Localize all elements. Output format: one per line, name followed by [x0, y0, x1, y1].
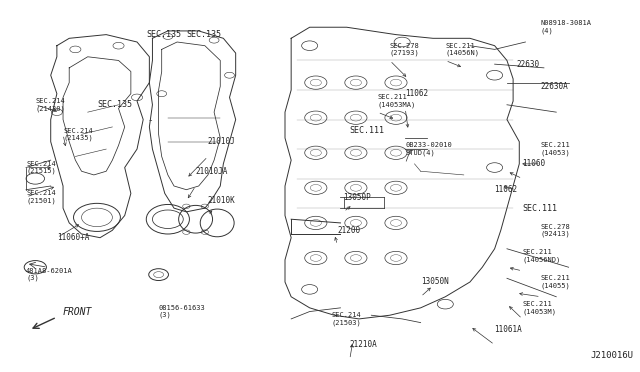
Text: SEC.111: SEC.111: [349, 126, 385, 135]
Text: 22630A: 22630A: [541, 82, 568, 91]
Text: SEC.211
(14053MA): SEC.211 (14053MA): [378, 94, 416, 108]
Text: FRONT: FRONT: [63, 307, 92, 317]
Text: 11062: 11062: [495, 185, 518, 194]
Text: SEC.214
(21503): SEC.214 (21503): [332, 312, 361, 326]
Text: SEC.211
(14053): SEC.211 (14053): [541, 142, 571, 156]
Text: 11060: 11060: [522, 159, 545, 169]
Text: SEC.278
(92413): SEC.278 (92413): [541, 224, 571, 237]
Text: 13050P: 13050P: [344, 193, 371, 202]
Text: 08156-61633
(3): 08156-61633 (3): [159, 305, 205, 318]
Text: 11061A: 11061A: [495, 326, 522, 334]
Text: 11062: 11062: [405, 89, 428, 98]
Text: SEC.211
(14055): SEC.211 (14055): [541, 275, 571, 289]
Text: 13050N: 13050N: [420, 278, 449, 286]
Text: 11060+A: 11060+A: [57, 233, 89, 242]
Text: SEC.135: SEC.135: [97, 100, 132, 109]
Text: 21010K: 21010K: [208, 196, 236, 205]
Text: 22630: 22630: [516, 60, 540, 69]
Text: J210016U: J210016U: [590, 351, 633, 360]
Text: 21010JA: 21010JA: [196, 167, 228, 176]
Text: SEC.211
(14056N): SEC.211 (14056N): [445, 43, 479, 56]
Text: SEC.214
(21501): SEC.214 (21501): [26, 190, 56, 204]
Text: SEC.211
(14056ND): SEC.211 (14056ND): [522, 249, 561, 263]
Text: SEC.214
(21515): SEC.214 (21515): [26, 161, 56, 174]
Text: SEC.214
(21430): SEC.214 (21430): [35, 98, 65, 112]
Text: SEC.211
(14053M): SEC.211 (14053M): [522, 301, 556, 315]
Text: SEC.111: SEC.111: [522, 203, 557, 213]
Text: 0B233-02010
STUD(4): 0B233-02010 STUD(4): [405, 142, 452, 156]
Text: 21210A: 21210A: [349, 340, 378, 349]
Text: 481A8-6201A
(3): 481A8-6201A (3): [26, 268, 73, 281]
Text: SEC.278
(27193): SEC.278 (27193): [390, 43, 420, 56]
Text: N08918-3081A
(4): N08918-3081A (4): [541, 20, 592, 34]
Text: 21010J: 21010J: [208, 137, 236, 146]
Text: SEC.135: SEC.135: [147, 30, 181, 39]
Text: SEC.214
(21435): SEC.214 (21435): [63, 128, 93, 141]
Text: SEC.135: SEC.135: [186, 30, 221, 39]
Text: 21200: 21200: [337, 226, 360, 235]
